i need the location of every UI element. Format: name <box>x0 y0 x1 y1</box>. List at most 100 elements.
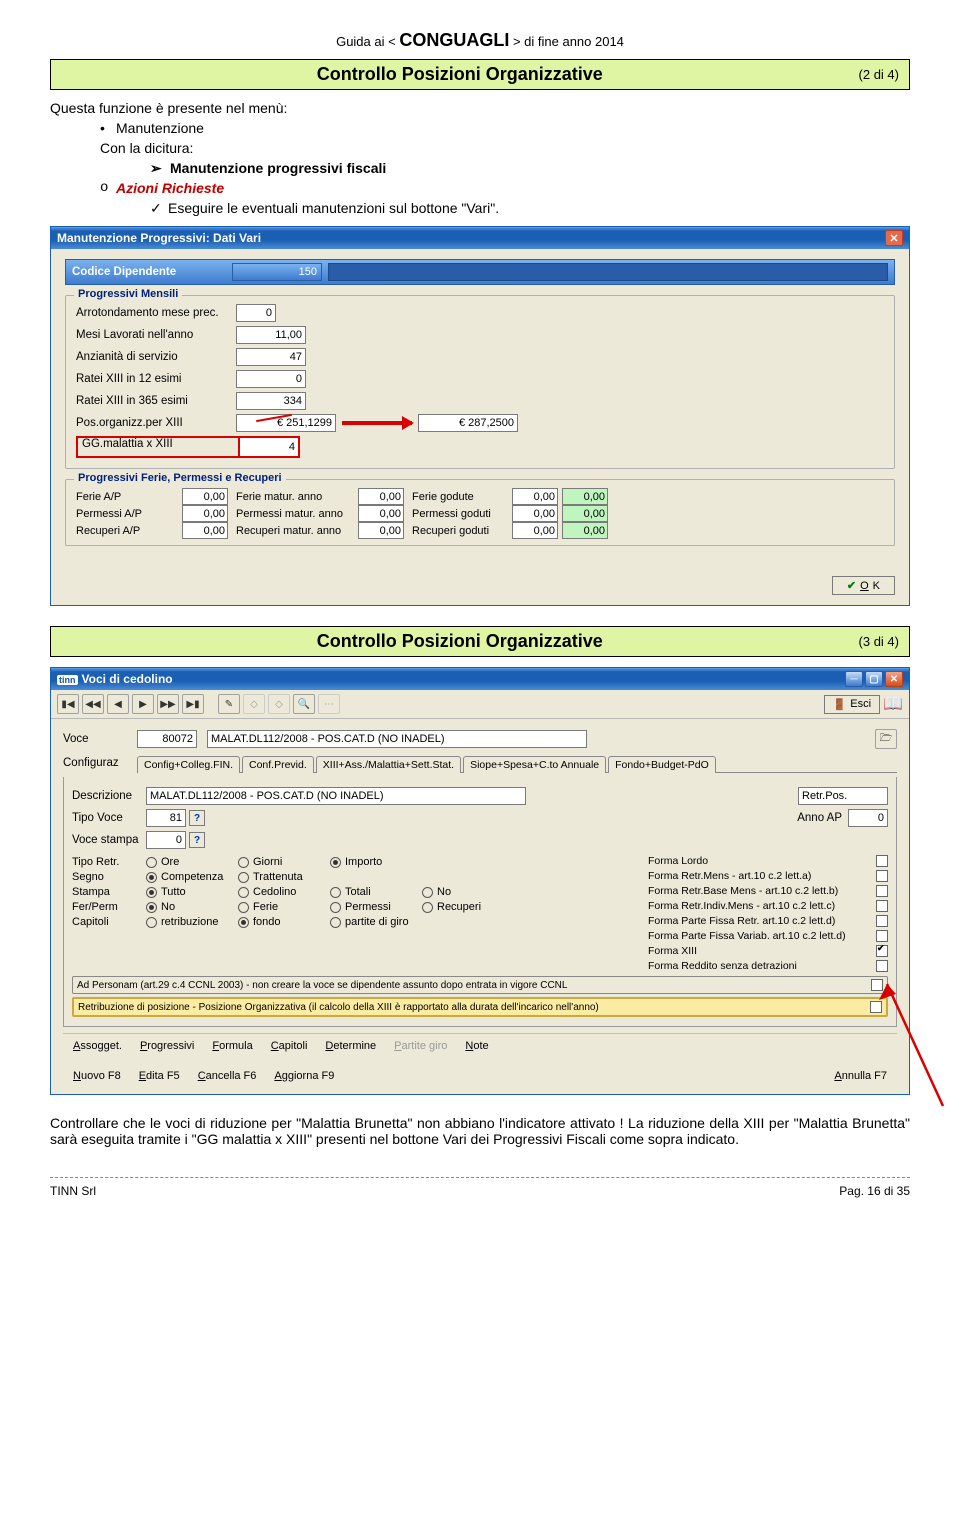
radio-opt-stampa-1[interactable]: Cedolino <box>238 886 320 898</box>
voce-code-input[interactable] <box>137 730 197 748</box>
checkbox-3[interactable] <box>876 900 888 912</box>
fs1-legend: Progressivi Mensili <box>74 288 182 300</box>
nav-next-icon[interactable]: ▶ <box>132 694 154 714</box>
fs1-r2-input[interactable] <box>236 326 306 344</box>
nav-prev-icon[interactable]: ◀ <box>107 694 129 714</box>
fpr-r1-i2[interactable] <box>358 488 404 505</box>
btn-formula[interactable]: Formula <box>212 1040 252 1052</box>
tab-xiii[interactable]: XIII+Ass./Malattia+Sett.Stat. <box>316 756 461 773</box>
radio-opt-tipo-1[interactable]: Giorni <box>238 856 320 868</box>
radio-opt-tipo-2[interactable]: Importo <box>330 856 412 868</box>
fpr-r1-c0: Ferie A/P <box>76 491 178 503</box>
desc-right-input[interactable] <box>798 787 888 805</box>
chk-label: Forma Lordo <box>648 855 708 867</box>
fpr-r3-i3[interactable] <box>512 522 558 539</box>
tb-icon-2[interactable]: ◇ <box>268 694 290 714</box>
nav-next-page-icon[interactable]: ▶▶ <box>157 694 179 714</box>
fpr-r1-i3[interactable] <box>512 488 558 505</box>
arrow-red-icon <box>342 421 412 425</box>
fbtn-editaf5[interactable]: Edita F5 <box>139 1070 180 1082</box>
radio-opt-cap-2[interactable]: partite di giro <box>330 916 412 928</box>
checkbox-4[interactable] <box>876 915 888 927</box>
fs2-legend: Progressivi Ferie, Permessi e Recuperi <box>74 472 286 484</box>
nav-first-icon[interactable]: ▮◀ <box>57 694 79 714</box>
close-icon[interactable]: ✕ <box>885 230 903 246</box>
radio-opt-fer-0[interactable]: No <box>146 901 228 913</box>
fs1-r3-input[interactable] <box>236 348 306 366</box>
fs1-r5-input[interactable] <box>236 392 306 410</box>
btn-assogget[interactable]: Assogget. <box>73 1040 122 1052</box>
tb-icon-1[interactable]: ◇ <box>243 694 265 714</box>
tab-config[interactable]: Config+Colleg.FIN. <box>137 756 240 773</box>
checkbox-6[interactable] <box>876 945 888 957</box>
tipo-voce-input[interactable] <box>146 809 186 827</box>
radio-opt-segno-0[interactable]: Competenza <box>146 871 228 883</box>
btn-progressivi[interactable]: Progressivi <box>140 1040 194 1052</box>
edit-icon[interactable]: ✎ <box>218 694 240 714</box>
fpr-r2-i3[interactable] <box>512 505 558 522</box>
voce-desc-input[interactable] <box>207 730 587 748</box>
fbtn-cancellaf6[interactable]: Cancella F6 <box>198 1070 257 1082</box>
voce-stampa-input[interactable] <box>146 831 186 849</box>
btn-capitoli[interactable]: Capitoli <box>271 1040 308 1052</box>
radio-opt-fer-1[interactable]: Ferie <box>238 901 320 913</box>
checkbox-5[interactable] <box>876 930 888 942</box>
fpr-r3-i2[interactable] <box>358 522 404 539</box>
help-icon-1[interactable]: ? <box>189 810 205 826</box>
radio-opt-stampa-0[interactable]: Tutto <box>146 886 228 898</box>
fs1-r6-input-new[interactable] <box>418 414 518 432</box>
radio-opt-fer-3[interactable]: Recuperi <box>422 901 504 913</box>
radio-opt-cap-0[interactable]: retribuzione <box>146 916 228 928</box>
help-icon-2[interactable]: ? <box>189 832 205 848</box>
doc-header: Guida ai < CONGUAGLI > di fine anno 2014 <box>50 30 910 51</box>
esci-button[interactable]: 🚪Esci <box>824 695 880 714</box>
chk-row-7: Forma Reddito senza detrazioni <box>648 958 888 973</box>
nav-last-icon[interactable]: ▶▮ <box>182 694 204 714</box>
checkbox-1[interactable] <box>876 870 888 882</box>
fpr-r2-i2[interactable] <box>358 505 404 522</box>
checkbox-2[interactable] <box>876 885 888 897</box>
radio-row-cap: Capitoliretribuzionefondopartite di giro <box>72 916 638 928</box>
fs1-r7-input[interactable] <box>238 438 298 456</box>
radio-opt-tipo-0[interactable]: Ore <box>146 856 228 868</box>
radio-opt-fer-2[interactable]: Permessi <box>330 901 412 913</box>
fpr-r2-i4[interactable] <box>562 505 608 522</box>
tab-previd[interactable]: Conf.Previd. <box>242 756 314 773</box>
radio-text: Cedolino <box>253 886 296 898</box>
radio-icon <box>146 917 157 928</box>
tb-icon-3[interactable]: ⋯ <box>318 694 340 714</box>
fbtn-nuovof8[interactable]: Nuovo F8 <box>73 1070 121 1082</box>
tab-siope[interactable]: Siope+Spesa+C.to Annuale <box>463 756 606 773</box>
radio-opt-stampa-2[interactable]: Totali <box>330 886 412 898</box>
fbtn-aggiornaf9[interactable]: Aggiorna F9 <box>274 1070 334 1082</box>
anno-input[interactable] <box>848 809 888 827</box>
fpr-r3-i4[interactable] <box>562 522 608 539</box>
footer-text: Controllare che le voci di riduzione per… <box>50 1115 910 1147</box>
book-icon[interactable]: 📖 <box>883 694 903 714</box>
checkbox-0[interactable] <box>876 855 888 867</box>
desc-input[interactable] <box>146 787 526 805</box>
close-icon-2[interactable]: ✕ <box>885 671 903 687</box>
radio-icon <box>422 902 433 913</box>
btn-determine[interactable]: Determine <box>325 1040 376 1052</box>
radio-text: Importo <box>345 856 382 868</box>
browse-icon[interactable]: 🗁 <box>875 729 897 749</box>
fpr-r1-i1[interactable] <box>182 488 228 505</box>
minimize-icon[interactable]: ─ <box>845 671 863 687</box>
voce-stampa-label: Voce stampa <box>72 834 146 846</box>
fpr-r1-i4[interactable] <box>562 488 608 505</box>
radio-opt-cap-1[interactable]: fondo <box>238 916 320 928</box>
btn-note[interactable]: Note <box>465 1040 488 1052</box>
radio-opt-segno-1[interactable]: Trattenuta <box>238 871 320 883</box>
fs1-r4-input[interactable] <box>236 370 306 388</box>
fs1-r1-input[interactable] <box>236 304 276 322</box>
radio-opt-stampa-3[interactable]: No <box>422 886 504 898</box>
search-icon[interactable]: 🔍 <box>293 694 315 714</box>
fpr-r3-i1[interactable] <box>182 522 228 539</box>
maximize-icon[interactable]: ▢ <box>865 671 883 687</box>
fpr-r2-i1[interactable] <box>182 505 228 522</box>
tab-fondo[interactable]: Fondo+Budget-PdO <box>608 756 716 773</box>
nav-prev-page-icon[interactable]: ◀◀ <box>82 694 104 714</box>
ok-button[interactable]: ✔OK <box>832 576 895 595</box>
adp1-text: Ad Personam (art.29 c.4 CCNL 2003) - non… <box>77 980 567 991</box>
